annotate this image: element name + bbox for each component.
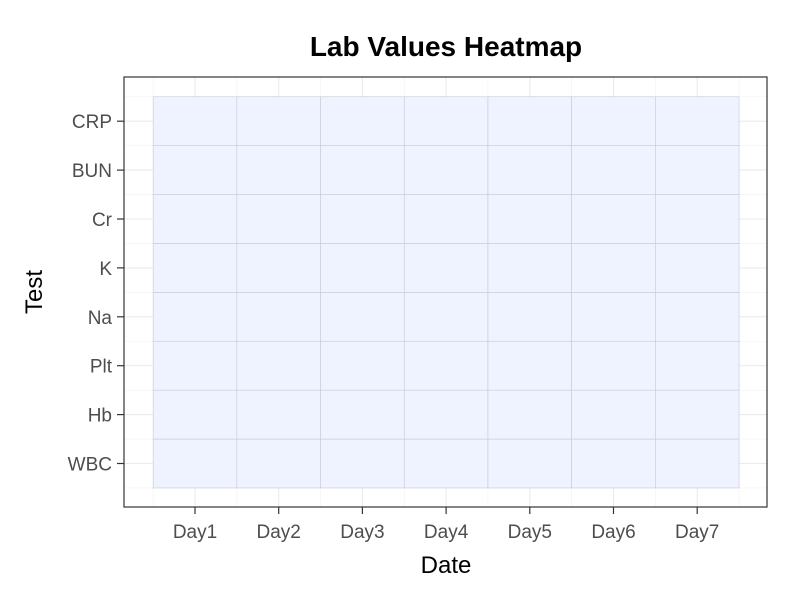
heatmap-cell-hb-day3 <box>320 389 405 440</box>
heatmap-cell-plt-day1 <box>152 340 238 391</box>
heatmap-cell-cr-day3 <box>320 194 405 244</box>
heatmap-cell-bun-day6 <box>571 145 656 195</box>
x-tick-label-day6: Day6 <box>591 522 635 543</box>
x-tick-label-day7: Day7 <box>675 522 719 543</box>
heatmap-cell-plt-day2 <box>236 340 321 391</box>
heatmap-cell-cr-day1 <box>152 194 238 244</box>
heatmap-cell-bun-day2 <box>236 145 321 195</box>
heatmap-cell-hb-day2 <box>236 389 321 440</box>
heatmap-cell-wbc-day1 <box>152 438 238 489</box>
y-tick-label-cr: Cr <box>92 210 113 231</box>
heatmap-cell-cr-day4 <box>403 194 489 244</box>
heatmap-cell-plt-day5 <box>487 340 572 391</box>
heatmap-cell-k-day4 <box>403 243 489 293</box>
heatmap-cell-na-day6 <box>571 292 656 342</box>
heatmap-cell-crp-day3 <box>320 96 405 146</box>
heatmap-cell-wbc-day4 <box>403 438 489 489</box>
heatmap-cell-na-day2 <box>236 292 321 342</box>
heatmap-cell-bun-day7 <box>655 145 740 195</box>
y-axis-title: Test <box>21 270 48 314</box>
heatmap-cell-crp-day1 <box>152 96 238 146</box>
heatmap-cell-hb-day4 <box>403 389 489 440</box>
x-tick-label-day4: Day4 <box>424 522 469 543</box>
heatmap-cell-cr-day2 <box>236 194 321 244</box>
heatmap-cell-k-day3 <box>320 243 405 293</box>
heatmap-cell-bun-day4 <box>403 145 489 195</box>
heatmap-cell-plt-day4 <box>403 340 489 391</box>
heatmap-cell-bun-day5 <box>487 145 572 195</box>
y-tick-label-wbc: WBC <box>68 455 112 476</box>
heatmap-cell-k-day6 <box>571 243 656 293</box>
y-tick-label-na: Na <box>88 308 113 329</box>
heatmap-cell-wbc-day6 <box>571 438 656 489</box>
heatmap-cell-na-day1 <box>152 292 238 342</box>
heatmap-cell-cr-day5 <box>487 194 572 244</box>
heatmap-cell-k-day1 <box>152 243 238 293</box>
heatmap-cell-crp-day6 <box>571 96 656 146</box>
x-tick-label-day5: Day5 <box>508 522 552 543</box>
heatmap-cell-na-day5 <box>487 292 572 342</box>
heatmap-cell-hb-day1 <box>152 389 238 440</box>
heatmap-cell-k-day2 <box>236 243 321 293</box>
heatmap-cell-k-day5 <box>487 243 572 293</box>
heatmap-cell-na-day3 <box>320 292 405 342</box>
x-axis-ticks: Day1 Day2 Day3 Day4 Day5 Day6 Day7 <box>173 507 719 543</box>
heatmap-cell-wbc-day2 <box>236 438 321 489</box>
y-tick-label-hb: Hb <box>88 406 112 427</box>
heatmap-cell-cr-day6 <box>571 194 656 244</box>
heatmap-cell-plt-day3 <box>320 340 405 391</box>
heatmap-cell-hb-day5 <box>487 389 572 440</box>
y-tick-label-plt: Plt <box>90 357 113 378</box>
heatmap-cell-na-day4 <box>403 292 489 342</box>
y-tick-label-k: K <box>99 259 112 280</box>
heatmap-cell-crp-day2 <box>236 96 321 146</box>
heatmap-cell-bun-day1 <box>152 145 238 195</box>
x-tick-label-day2: Day2 <box>257 522 301 543</box>
heatmap-cell-plt-day6 <box>571 340 656 391</box>
heatmap-cell-wbc-day3 <box>320 438 405 489</box>
heatmap-cell-hb-day7 <box>655 389 740 440</box>
heatmap-cell-bun-day3 <box>320 145 405 195</box>
x-tick-label-day1: Day1 <box>173 522 217 543</box>
heatmap-cell-crp-day4 <box>403 96 489 146</box>
heatmap-cell-cr-day7 <box>655 194 740 244</box>
heatmap-cell-wbc-day5 <box>487 438 572 489</box>
heatmap-cell-wbc-day7 <box>655 438 740 489</box>
y-axis-ticks: WBC Hb Plt Na K Cr BUN CRP <box>68 112 124 476</box>
heatmap-cell-na-day7 <box>655 292 740 342</box>
heatmap-cells <box>152 96 740 489</box>
chart-title: Lab Values Heatmap <box>310 31 582 62</box>
heatmap-cell-crp-day5 <box>487 96 572 146</box>
heatmap-cell-crp-day7 <box>655 96 740 146</box>
x-tick-label-day3: Day3 <box>340 522 384 543</box>
heatmap-cell-plt-day7 <box>655 340 740 391</box>
heatmap-cell-k-day7 <box>655 243 740 293</box>
y-tick-label-crp: CRP <box>72 112 112 133</box>
y-tick-label-bun: BUN <box>72 161 112 182</box>
x-axis-title: Date <box>421 552 472 579</box>
heatmap-cell-hb-day6 <box>571 389 656 440</box>
